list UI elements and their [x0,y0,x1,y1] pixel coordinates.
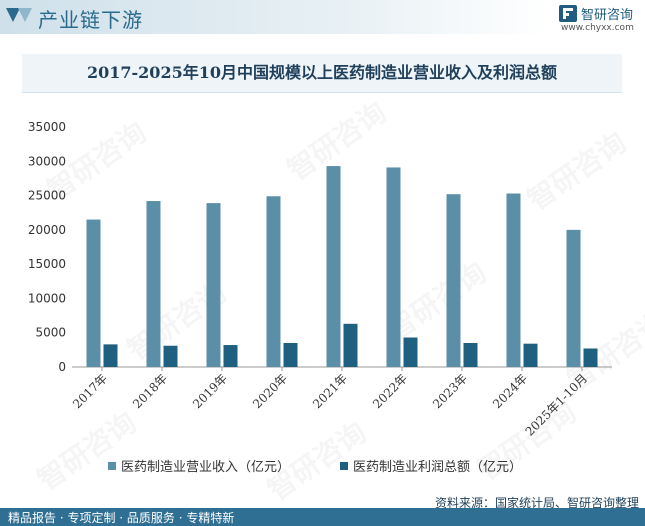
bar-revenue [506,193,521,367]
chart-title-bar: 2017-2025年10月中国规模以上医药制造业营业收入及利润总额 [22,54,622,93]
y-tick-label: 0 [58,360,66,374]
legend-item-profit: 医药制造业利润总额（亿元） [340,456,522,475]
bar-profit [523,343,538,367]
bar-revenue [86,219,101,367]
bar-revenue [206,203,221,367]
x-tick-label: 2018年 [130,371,170,411]
bar-profit [103,344,118,367]
y-tick-label: 10000 [28,291,66,305]
bar-profit [283,343,298,367]
bar-profit [463,343,478,367]
y-tick-label: 20000 [28,223,66,237]
legend-label-revenue: 医药制造业营业收入（亿元） [121,460,291,475]
source-note: 资料来源：国家统计局、智研咨询整理 [434,496,639,510]
legend-swatch-profit [340,462,348,470]
bar-chart: 0 5000 10000 15000 20000 25000 30000 35000 2017年… [28,120,612,439]
bar-revenue [566,229,581,367]
x-tick-label: 2023年 [430,371,470,411]
section-header: 产业链下游 智研咨询 www.chyxx.com [0,0,645,34]
y-tick-label: 35000 [28,120,66,134]
x-tick-label: 2019年 [190,371,230,411]
footer-text: 精品报告 · 专项定制 · 品质服务 · 专精特新 [8,511,235,525]
bar-revenue [146,201,161,367]
bar-profit [343,323,358,367]
bar-profit [223,345,238,367]
legend-item-revenue: 医药制造业营业收入（亿元） [108,456,290,475]
bar-profit [163,345,178,367]
x-tick-label: 2017年 [70,371,110,411]
x-tick-label: 2024年 [490,371,530,411]
triangle-icon [6,8,32,22]
brand-logo: 智研咨询 www.chyxx.com [559,4,641,36]
y-tick-label: 30000 [28,154,66,168]
x-tick-label: 2021年 [310,371,350,411]
logo-icon [559,5,577,22]
y-tick-label: 15000 [28,257,66,271]
bar-profit [583,348,598,367]
brand-url: www.chyxx.com [561,23,634,33]
brand-name: 智研咨询 [581,8,634,23]
x-tick-label: 2025年1-10月 [523,371,591,439]
chart-legend: 医药制造业营业收入（亿元） 医药制造业利润总额（亿元） [0,456,645,476]
chart-title: 2017-2025年10月中国规模以上医药制造业营业收入及利润总额 [87,63,557,82]
bar-revenue [266,196,281,367]
legend-label-profit: 医药制造业利润总额（亿元） [353,460,523,475]
bar-revenue [386,167,401,367]
footer-bar: 精品报告 · 专项定制 · 品质服务 · 专精特新 [0,508,645,526]
bar-revenue [326,166,341,367]
legend-swatch-revenue [108,462,116,470]
x-tick-label: 2020年 [250,371,290,411]
y-tick-label: 5000 [35,326,66,340]
y-tick-label: 25000 [28,189,66,203]
header-title: 产业链下游 [38,8,143,32]
bar-profit [403,337,418,367]
x-tick-label: 2022年 [370,371,410,411]
bar-revenue [446,194,461,367]
